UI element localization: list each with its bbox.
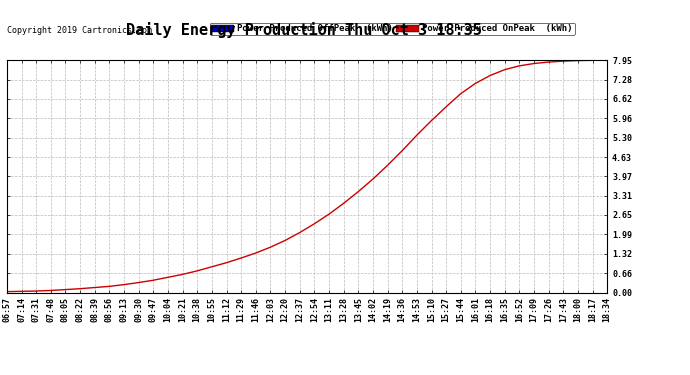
Text: Copyright 2019 Cartronics.com: Copyright 2019 Cartronics.com: [7, 26, 152, 35]
Text: Daily Energy Production Thu Oct 3 18:35: Daily Energy Production Thu Oct 3 18:35: [126, 22, 482, 39]
Legend: Power Produced OffPeak  (kWh), Power Produced OnPeak  (kWh): Power Produced OffPeak (kWh), Power Prod…: [210, 22, 575, 35]
